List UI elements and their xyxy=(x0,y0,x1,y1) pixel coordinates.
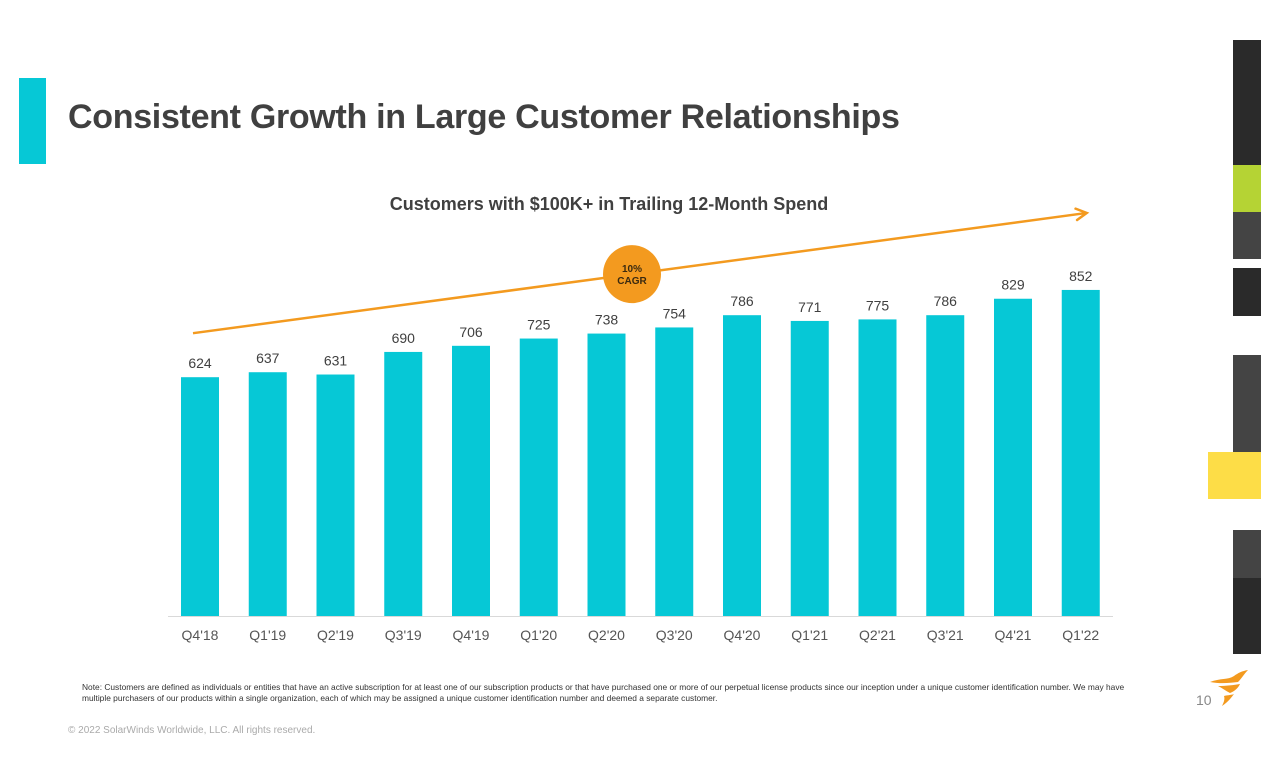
bar-7 xyxy=(655,327,694,616)
bar-0 xyxy=(181,377,219,616)
x-tick-label-6: Q2'20 xyxy=(588,627,625,643)
bar-2 xyxy=(316,374,355,616)
data-label-8: 786 xyxy=(730,293,754,309)
x-tick-label-10: Q2'21 xyxy=(859,627,896,643)
footnote: Note: Customers are defined as individua… xyxy=(82,682,1125,703)
x-tick-label-2: Q2'19 xyxy=(317,627,354,643)
x-tick-label-1: Q1'19 xyxy=(249,627,286,643)
bar-4 xyxy=(452,345,490,616)
x-tick-label-4: Q4'19 xyxy=(453,627,490,643)
x-tick-label-12: Q4'21 xyxy=(995,627,1032,643)
data-label-7: 754 xyxy=(663,305,687,321)
bar-11 xyxy=(926,315,965,616)
bar-5 xyxy=(519,338,558,616)
cagr-badge xyxy=(603,245,661,304)
x-tick-label-5: Q1'20 xyxy=(520,627,557,643)
deco-block-dark-3 xyxy=(1233,578,1261,654)
trend-arrowhead xyxy=(1074,207,1090,222)
bar-6 xyxy=(587,333,626,616)
bar-13 xyxy=(1061,289,1100,616)
bar-9 xyxy=(790,320,829,616)
deco-block-dark-2 xyxy=(1233,268,1261,316)
x-tick-label-13: Q1'22 xyxy=(1062,627,1099,643)
deco-block-gray-2 xyxy=(1233,355,1261,452)
bar-10 xyxy=(858,319,897,616)
data-label-4: 706 xyxy=(459,324,483,340)
x-tick-label-11: Q3'21 xyxy=(927,627,964,643)
x-tick-label-0: Q4'18 xyxy=(182,627,219,643)
data-label-10: 775 xyxy=(866,297,890,313)
cagr-badge-value: 10% xyxy=(622,264,642,275)
bar-3 xyxy=(384,351,423,616)
bar-8 xyxy=(723,315,761,616)
x-tick-label-8: Q4'20 xyxy=(724,627,761,643)
solarwinds-flame-icon xyxy=(1210,670,1248,706)
deco-block-dark-top xyxy=(1233,40,1261,165)
data-label-12: 829 xyxy=(1001,277,1025,293)
data-label-5: 725 xyxy=(527,317,551,333)
deco-block-gray xyxy=(1233,212,1261,259)
x-tick-label-7: Q3'20 xyxy=(656,627,693,643)
page-number: 10 xyxy=(1196,692,1212,708)
data-label-1: 637 xyxy=(256,350,280,366)
title-accent-bar xyxy=(19,78,46,164)
data-label-3: 690 xyxy=(392,330,416,346)
data-label-9: 771 xyxy=(798,299,822,315)
deco-block-green xyxy=(1233,165,1261,212)
data-label-13: 852 xyxy=(1069,268,1093,284)
x-tick-label-9: Q1'21 xyxy=(791,627,828,643)
deco-block-gray-3 xyxy=(1233,530,1261,578)
cagr-badge-label: CAGR xyxy=(617,276,647,287)
data-label-11: 786 xyxy=(934,293,958,309)
data-label-2: 631 xyxy=(324,353,348,369)
data-label-6: 738 xyxy=(595,312,619,328)
deco-block-yellow xyxy=(1208,452,1261,499)
page-title: Consistent Growth in Large Customer Rela… xyxy=(68,98,900,136)
bar-1 xyxy=(248,372,287,616)
x-tick-label-3: Q3'19 xyxy=(385,627,422,643)
data-label-0: 624 xyxy=(188,355,212,371)
chart-title: Customers with $100K+ in Trailing 12-Mon… xyxy=(390,194,829,214)
bar-12 xyxy=(994,298,1032,616)
copyright: © 2022 SolarWinds Worldwide, LLC. All ri… xyxy=(68,725,316,736)
